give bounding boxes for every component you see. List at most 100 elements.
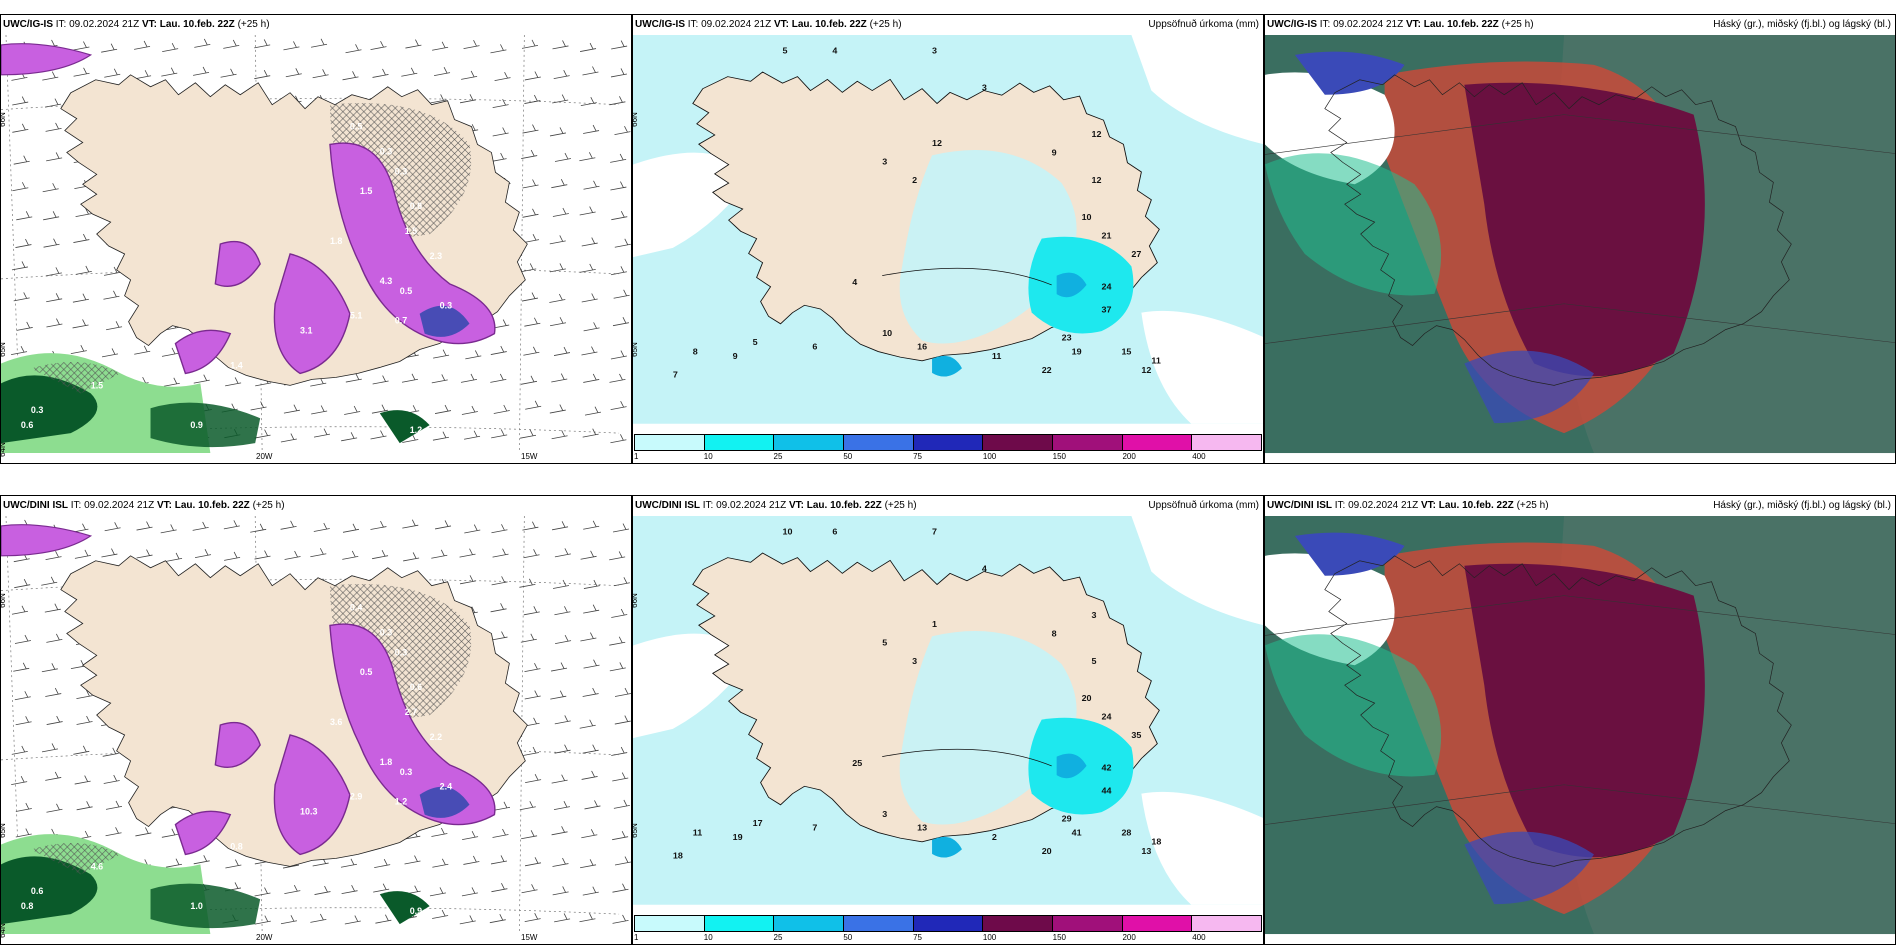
- wind-barb: [610, 350, 627, 360]
- wind-barb: [549, 404, 566, 414]
- wind-barb: [403, 552, 420, 562]
- value-label: 0.3: [400, 767, 412, 777]
- legend-swatch: [983, 916, 1054, 931]
- wind-barb: [43, 211, 60, 221]
- wind-barb: [523, 549, 540, 559]
- wind-barb: [553, 69, 570, 80]
- wind-barb: [254, 915, 271, 925]
- value-label: 1.0: [190, 901, 202, 911]
- dry-area: [1131, 35, 1263, 145]
- panel-header: UWC/DINI ISL IT: 09.02.2024 21Z VT: Lau.…: [633, 496, 1263, 516]
- legend-swatch: [704, 916, 775, 931]
- wind-barb: [194, 549, 212, 559]
- value-label: 12: [1141, 365, 1151, 375]
- wind-barb: [372, 68, 389, 78]
- wind-barb: [519, 801, 536, 811]
- wind-barb: [554, 152, 572, 162]
- wind-barb: [102, 747, 119, 757]
- value-label: 12: [1092, 129, 1102, 139]
- wind-barb: [284, 884, 301, 894]
- forecast-panel-p5: UWC/DINI ISL IT: 09.02.2024 21Z VT: Lau.…: [632, 495, 1264, 945]
- wind-barb: [72, 293, 89, 303]
- value-label: 20: [1082, 693, 1092, 703]
- wind-barb: [225, 377, 242, 387]
- legend-tick-label: 25: [773, 933, 783, 942]
- wind-barb: [610, 153, 627, 163]
- wind-barb: [434, 520, 452, 530]
- wind-barb: [609, 662, 626, 672]
- longitude-label: 15W: [521, 452, 538, 461]
- value-label: 16: [917, 342, 927, 352]
- wind-barb: [522, 124, 539, 134]
- wind-barb: [135, 70, 152, 80]
- wind-barb: [552, 857, 569, 867]
- field-title: Háský (gr.), miðský (fj.bl.) og lágský (…: [1713, 19, 1891, 30]
- value-label: 8: [1052, 629, 1057, 639]
- wind-barb: [223, 39, 240, 49]
- value-label: 28: [1121, 828, 1131, 838]
- wind-barb: [223, 520, 240, 530]
- wind-barb: [342, 550, 359, 560]
- wind-barb: [344, 915, 361, 925]
- wind-barb: [45, 550, 62, 561]
- wind-barb: [342, 71, 359, 81]
- graticule: [1265, 595, 1895, 825]
- wind-barb: [520, 375, 538, 385]
- wind-barb: [611, 746, 628, 756]
- it-label: IT:: [70, 500, 82, 511]
- wind-barb: [491, 429, 508, 439]
- wind-barb: [525, 400, 542, 410]
- it-value: 09.02.2024 21Z: [69, 19, 140, 30]
- wind-barb: [612, 772, 629, 782]
- wind-barb: [550, 662, 568, 672]
- wind-barb: [254, 70, 271, 80]
- value-label: 1.5: [360, 186, 372, 196]
- wind-barb: [554, 715, 571, 725]
- wind-barb: [254, 429, 271, 439]
- latitude-label: 65N: [632, 342, 639, 357]
- wind-barb: [72, 319, 89, 329]
- wind-barb: [521, 149, 538, 159]
- value-label: 0.6: [31, 886, 43, 896]
- wind-barb: [193, 374, 210, 384]
- wind-barb: [76, 801, 93, 811]
- value-label: 37: [1102, 305, 1112, 315]
- wind-barb: [519, 578, 536, 588]
- model-name: UWC/DINI ISL: [1267, 500, 1332, 511]
- value-label: 2.4: [440, 782, 452, 792]
- wind-barb: [43, 238, 60, 248]
- wind-barb: [431, 374, 448, 384]
- wind-barb: [583, 604, 600, 614]
- wind-barb: [583, 124, 600, 134]
- longitude-label: 15W: [521, 933, 538, 942]
- value-label: 0.8: [410, 201, 422, 211]
- precip-legend: 1 10 25 50 75 100 150 200 400: [634, 915, 1262, 943]
- wind-barb: [490, 373, 507, 383]
- wind-barb: [254, 39, 271, 49]
- wind-barb: [583, 180, 600, 190]
- panel-header: UWC/IG-IS IT: 09.02.2024 21Z VT: Lau. 10…: [1, 15, 631, 35]
- wind-barb: [11, 745, 28, 755]
- wind-barb: [520, 263, 537, 273]
- wind-barb: [551, 774, 568, 784]
- wind-barb: [104, 266, 121, 276]
- wind-barb: [612, 883, 629, 893]
- value-label: 0.6: [410, 682, 422, 692]
- wind-barb: [610, 400, 627, 410]
- wind-barb: [373, 883, 390, 893]
- wind-barb: [104, 522, 121, 532]
- value-label: 0.3: [440, 301, 452, 311]
- it-label: IT:: [1334, 500, 1346, 511]
- panel-header: UWC/IG-IS IT: 09.02.2024 21Z VT: Lau. 10…: [1265, 15, 1895, 35]
- value-label: 41: [1072, 828, 1082, 838]
- wind-barb: [310, 548, 327, 558]
- it-value: 09.02.2024 21Z: [1333, 19, 1404, 30]
- wind-barb: [490, 855, 508, 865]
- value-label: 0.5: [400, 286, 412, 296]
- wind-barb: [45, 122, 62, 132]
- wind-barb: [45, 267, 62, 277]
- it-value: 09.02.2024 21Z: [701, 19, 772, 30]
- legend-tick-label: 25: [773, 452, 783, 461]
- value-label: 15: [1121, 347, 1131, 357]
- wind-barb: [46, 318, 63, 328]
